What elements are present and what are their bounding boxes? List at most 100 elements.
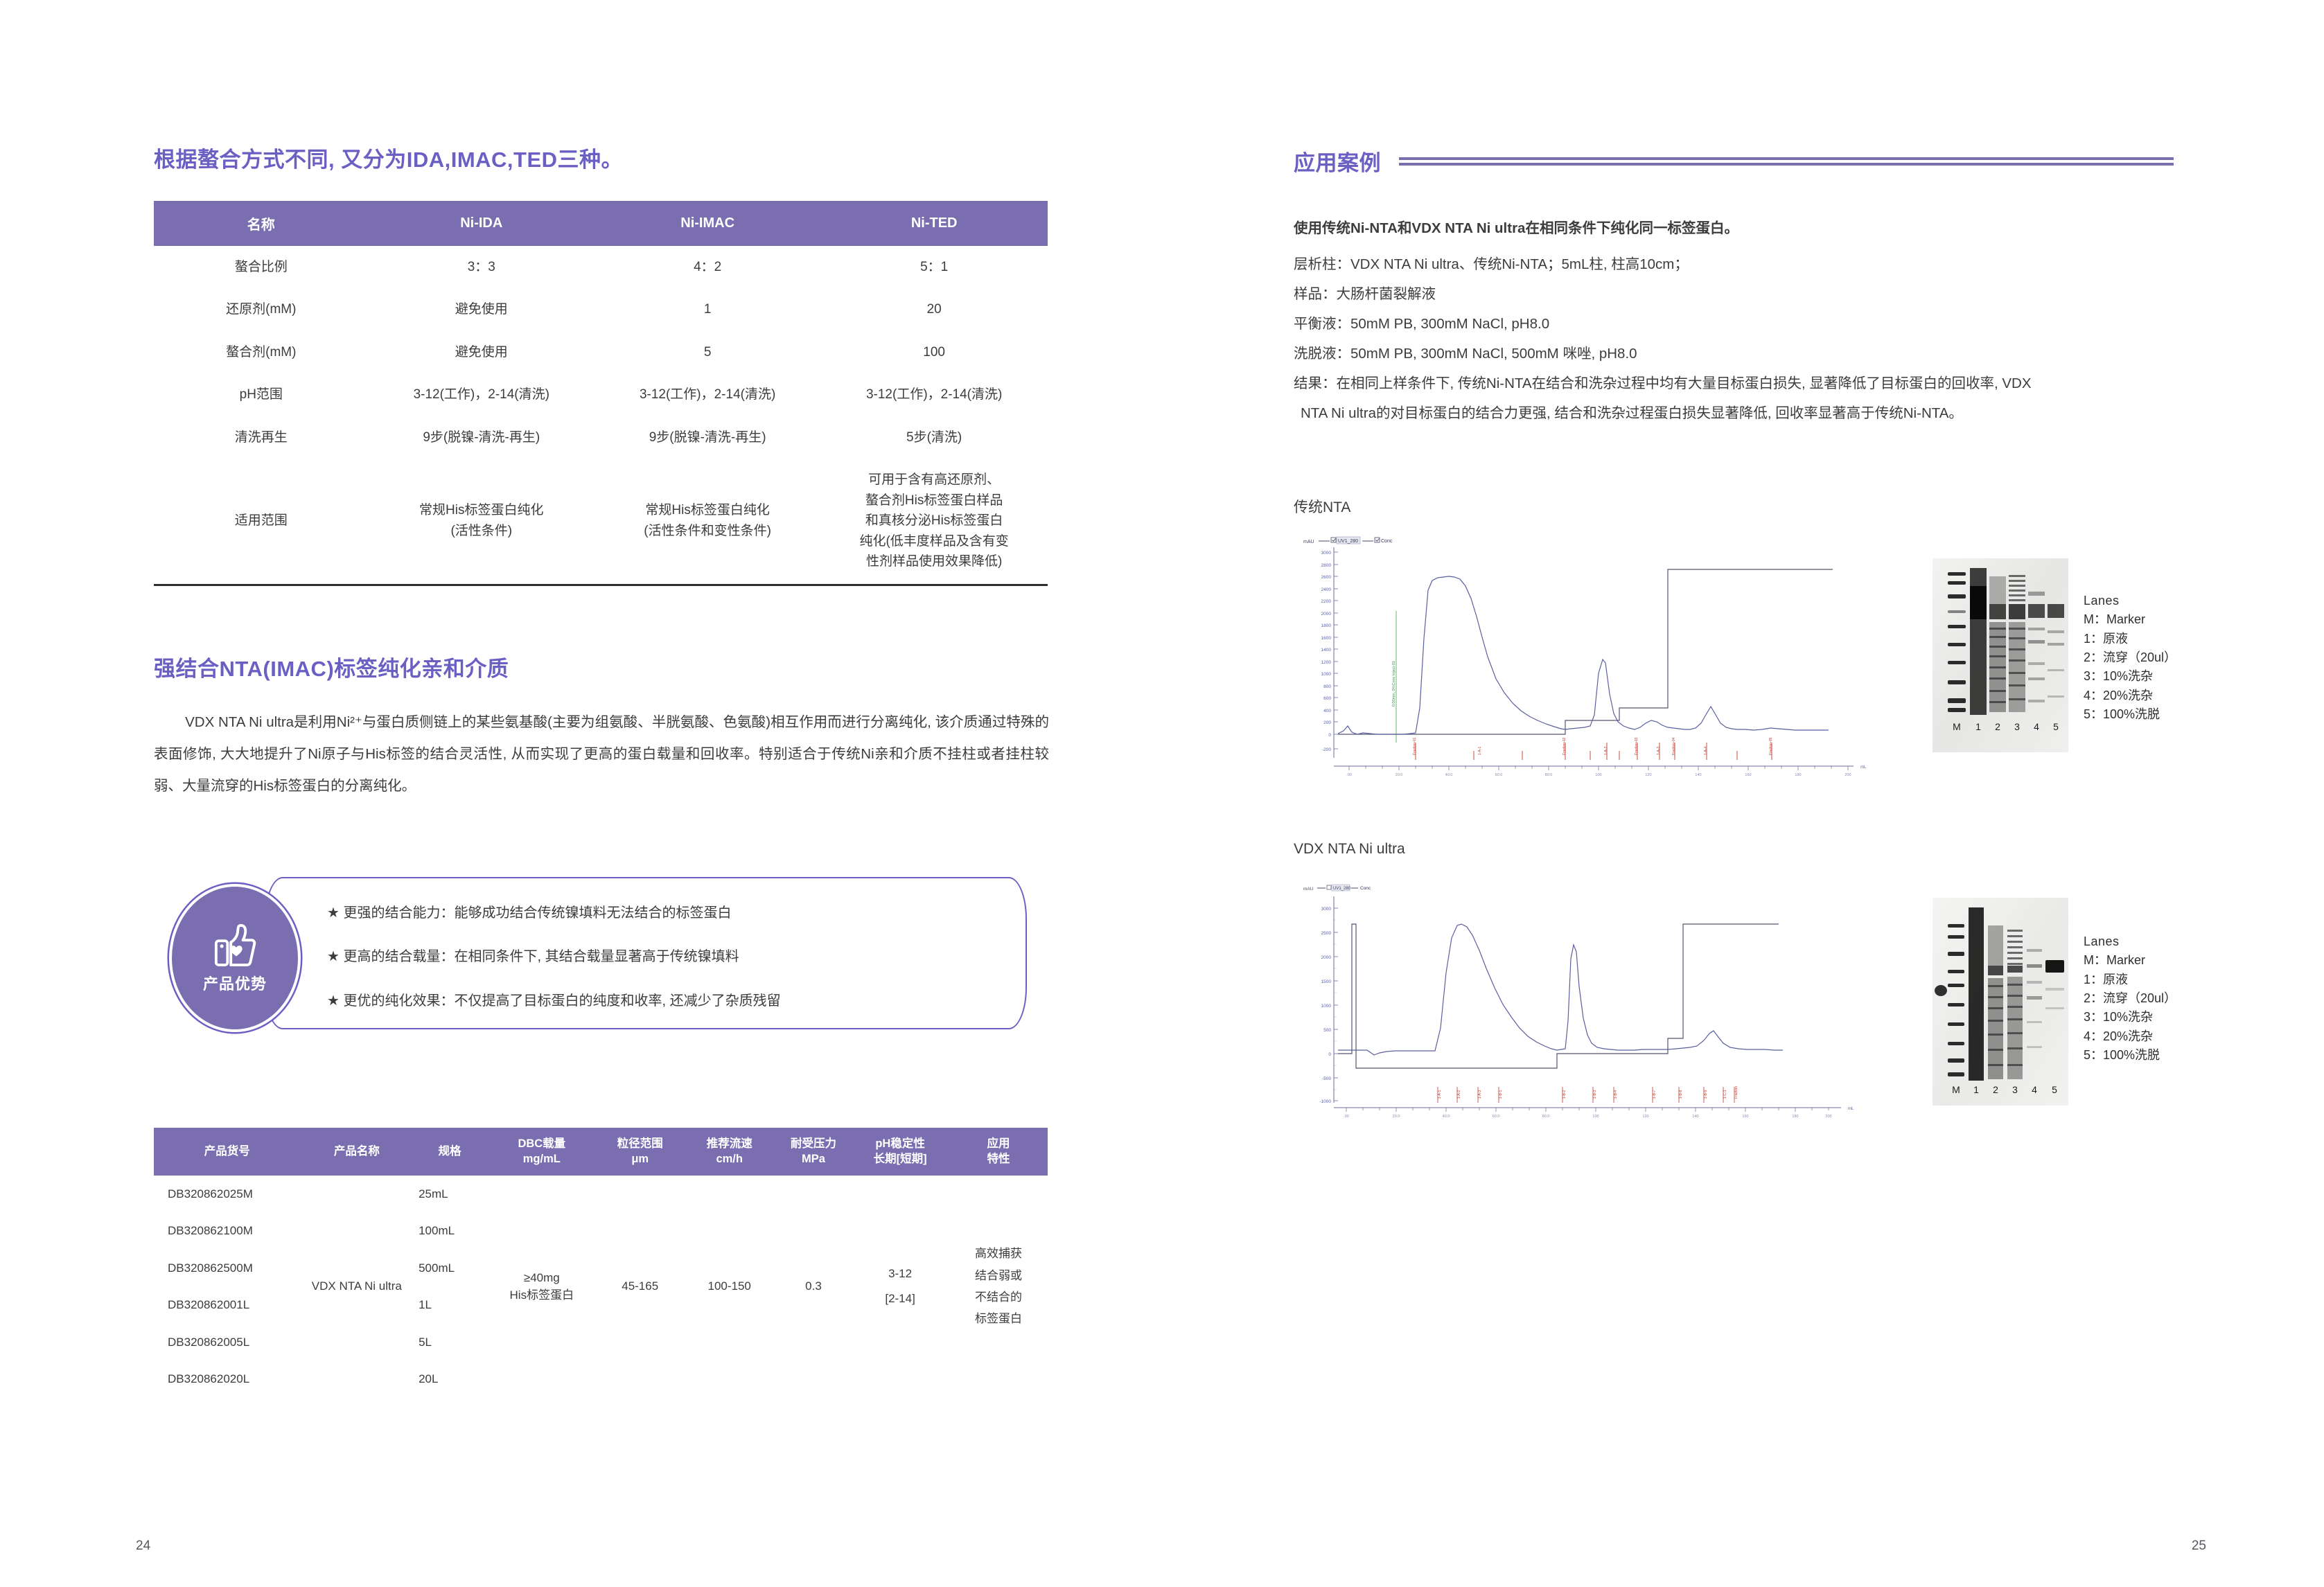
- cell-imac: 9步(脱镍-清洗-再生): [649, 429, 766, 445]
- svg-text:1-B-3: 1-B-3: [1593, 1090, 1597, 1099]
- page-right: 应用案例 使用传统Ni-NTA和VDX NTA Ni ultra在相同条件下纯化…: [1162, 0, 2324, 1587]
- svg-text:1-B-2: 1-B-2: [1562, 1090, 1567, 1099]
- cell-ida: 避免使用: [455, 302, 508, 317]
- cell-ida: 3-12(工作)，2-14(清洗): [413, 387, 549, 402]
- cell-ted: 20: [926, 302, 942, 317]
- lane-entry: 2：流穿（20ul）: [2084, 991, 2177, 1006]
- table-row: 适用范围 常规His标签蛋白纯化 (活性条件) 常规His标签蛋白纯化 (活性条…: [154, 459, 1048, 583]
- col-header-product-code: 产品货号: [154, 1128, 301, 1176]
- svg-text:40.0: 40.0: [1445, 773, 1453, 777]
- svg-text:1-A-3: 1-A-3: [1657, 747, 1661, 755]
- result-line: NTA Ni ultra的对目标蛋白的结合力更强, 结合和洗杂过程蛋白损失显著降…: [1301, 405, 1963, 422]
- panel-label-traditional-nta: 传统NTA: [1294, 499, 1351, 515]
- condition-line: 样品：大肠杆菌裂解液: [1294, 286, 1436, 303]
- cell-product-code: DB320862020L: [168, 1372, 250, 1386]
- gel-lane-label: 4: [2032, 1084, 2037, 1095]
- lanes-legend-traditional-nta: Lanes M：Marker 1：原液 2：流穿（20ul） 3：10%洗杂 4…: [2084, 592, 2176, 725]
- cell-ted: 5：1: [920, 260, 949, 274]
- chromatogram-vdx-nta: mAU UV1_280 Conc 3000 2500 2000 1500 1000 50…: [1294, 883, 1917, 1135]
- svg-text:2000: 2000: [1321, 955, 1332, 960]
- svg-text:1-B-9: 1-B-9: [1704, 1090, 1708, 1099]
- cell-imac: 5: [703, 344, 712, 360]
- svg-text:1500: 1500: [1321, 979, 1332, 984]
- svg-text:140: 140: [1695, 773, 1701, 777]
- svg-text:1400: 1400: [1321, 648, 1332, 653]
- gel-svg: M 1 2 3 4 5: [1933, 558, 2068, 752]
- svg-text:80.0: 80.0: [1542, 1115, 1550, 1119]
- cell-product-code: DB320862100M: [168, 1224, 253, 1238]
- table-row: 还原剂(mM) 避免使用 1 20: [154, 288, 1048, 330]
- svg-text:1-A-1: 1-A-1: [1478, 747, 1482, 755]
- svg-text:1-A-3: 1-A-3: [1478, 1090, 1482, 1099]
- lanes-legend-vdx-nta: Lanes M：Marker 1：原液 2：流穿（20ul） 3：10%洗杂 4…: [2084, 932, 2176, 1065]
- col-header-name: 名称: [154, 201, 369, 246]
- svg-text:mAU: mAU: [1303, 540, 1314, 544]
- cell-pressure: 0.3: [805, 1279, 822, 1293]
- cell-ted: 5步(清洗): [906, 429, 962, 445]
- condition-line: 层析柱：VDX NTA Ni ultra、传统Ni-NTA；5mL柱, 柱高10…: [1294, 256, 1689, 272]
- cell-imac: 1: [703, 302, 712, 317]
- cell-product-code: DB320862500M: [168, 1261, 253, 1275]
- intro-bold-line: 使用传统Ni-NTA和VDX NTA Ni ultra在相同条件下纯化同一标签蛋…: [1294, 220, 1738, 236]
- lanes-title: Lanes: [2084, 594, 2120, 608]
- row-label: 清洗再生: [234, 429, 288, 445]
- cell-particle-size: 45-165: [622, 1279, 659, 1293]
- svg-text:Fraction-04: Fraction-04: [1672, 737, 1676, 755]
- col-header-ni-ida: Ni-IDA: [368, 201, 595, 246]
- table-row: DB320862500M 500mL: [154, 1250, 1048, 1287]
- table-row: pH范围 3-12(工作)，2-14(清洗) 3-12(工作)，2-14(清洗)…: [154, 373, 1048, 416]
- lane-entry: 1：原液: [2084, 972, 2129, 986]
- lane-entry: M：Marker: [2084, 612, 2145, 627]
- svg-text:UV1_280: UV1_280: [1333, 887, 1351, 891]
- svg-text:-1000: -1000: [1319, 1099, 1331, 1104]
- svg-text:1000: 1000: [1321, 1004, 1332, 1009]
- product-table-header-row: 产品货号 产品名称 规格 DBC载量 mg/mL 粒径范围 μm 推荐流速 cm…: [154, 1128, 1048, 1176]
- page-number-right: 25: [2191, 1539, 2206, 1553]
- gel-lane-label: 2: [1995, 721, 2000, 732]
- svg-text:.00: .00: [1344, 1115, 1349, 1119]
- page-left: 根据螯合方式不同, 又分为IDA,IMAC,TED三种。 名称 Ni-IDA N…: [136, 148, 1049, 1553]
- svg-text:60.0: 60.0: [1493, 1115, 1500, 1119]
- cell-ted: 100: [923, 344, 945, 360]
- lane-entry: 4：20%洗杂: [2084, 688, 2154, 702]
- svg-text:1200: 1200: [1321, 660, 1332, 665]
- table-row: 螯合剂(mM) 避免使用 5 100: [154, 331, 1048, 373]
- svg-text:0: 0: [1328, 733, 1331, 738]
- row-label: 还原剂(mM): [226, 302, 297, 317]
- gel-lane-label: 2: [1993, 1084, 1998, 1095]
- row-label: 螯合剂(mM): [226, 344, 297, 360]
- section2-heading: 强结合NTA(IMAC)标签纯化亲和介质: [154, 657, 509, 681]
- cell-ida: 3：3: [467, 260, 495, 274]
- svg-text:1-B-1: 1-B-1: [1499, 1090, 1503, 1099]
- svg-text:2500: 2500: [1321, 931, 1332, 936]
- svg-text:0.00min, 0%Conc Inject-01: 0.00min, 0%Conc Inject-01: [1392, 661, 1396, 707]
- section2-paragraph: VDX NTA Ni ultra是利用Ni²⁺与蛋白质侧链上的某些氨基酸(主要为…: [154, 707, 1049, 802]
- table-bottom-rule: [154, 584, 1048, 587]
- svg-text:0: 0: [1328, 1052, 1331, 1057]
- page-number-left: 24: [136, 1539, 151, 1553]
- heading-rule: [1399, 157, 2174, 166]
- row-label: 螯合比例: [234, 260, 288, 274]
- col-header-product-name: 产品名称: [300, 1128, 414, 1176]
- cell-spec: 100mL: [419, 1224, 455, 1238]
- lane-entry: 3：10%洗杂: [2084, 1010, 2154, 1025]
- svg-text:40.0: 40.0: [1443, 1115, 1450, 1119]
- cell-dbc: ≥40mg His标签蛋白: [509, 1270, 574, 1302]
- svg-text:1-B-4: 1-B-4: [1614, 1090, 1618, 1099]
- table-row: DB320862001L 1L: [154, 1286, 1048, 1324]
- svg-text:Conc: Conc: [1360, 886, 1371, 891]
- gel-image-vdx-nta: M 1 2 3 4 5: [1933, 898, 2068, 1106]
- svg-text:2200: 2200: [1321, 599, 1332, 604]
- product-table-body: DB320862025M VDX NTA Ni ultra 25mL ≥40mg…: [154, 1176, 1048, 1398]
- chelation-table: 名称 Ni-IDA Ni-IMAC Ni-TED 螯合比例 3：3 4：2 5：…: [154, 201, 1048, 583]
- gel-lane-label: M: [1952, 1084, 1960, 1095]
- svg-text:120: 120: [1645, 773, 1651, 777]
- svg-text:1-B-8: 1-B-8: [1679, 1090, 1683, 1099]
- svg-text:160: 160: [1742, 1115, 1748, 1119]
- svg-text:3000: 3000: [1321, 551, 1332, 556]
- cell-imac: 3-12(工作)，2-14(清洗): [639, 387, 776, 402]
- col-header-particle-size: 粒径范围 μm: [597, 1128, 683, 1176]
- cell-flow-rate: 100-150: [707, 1279, 751, 1293]
